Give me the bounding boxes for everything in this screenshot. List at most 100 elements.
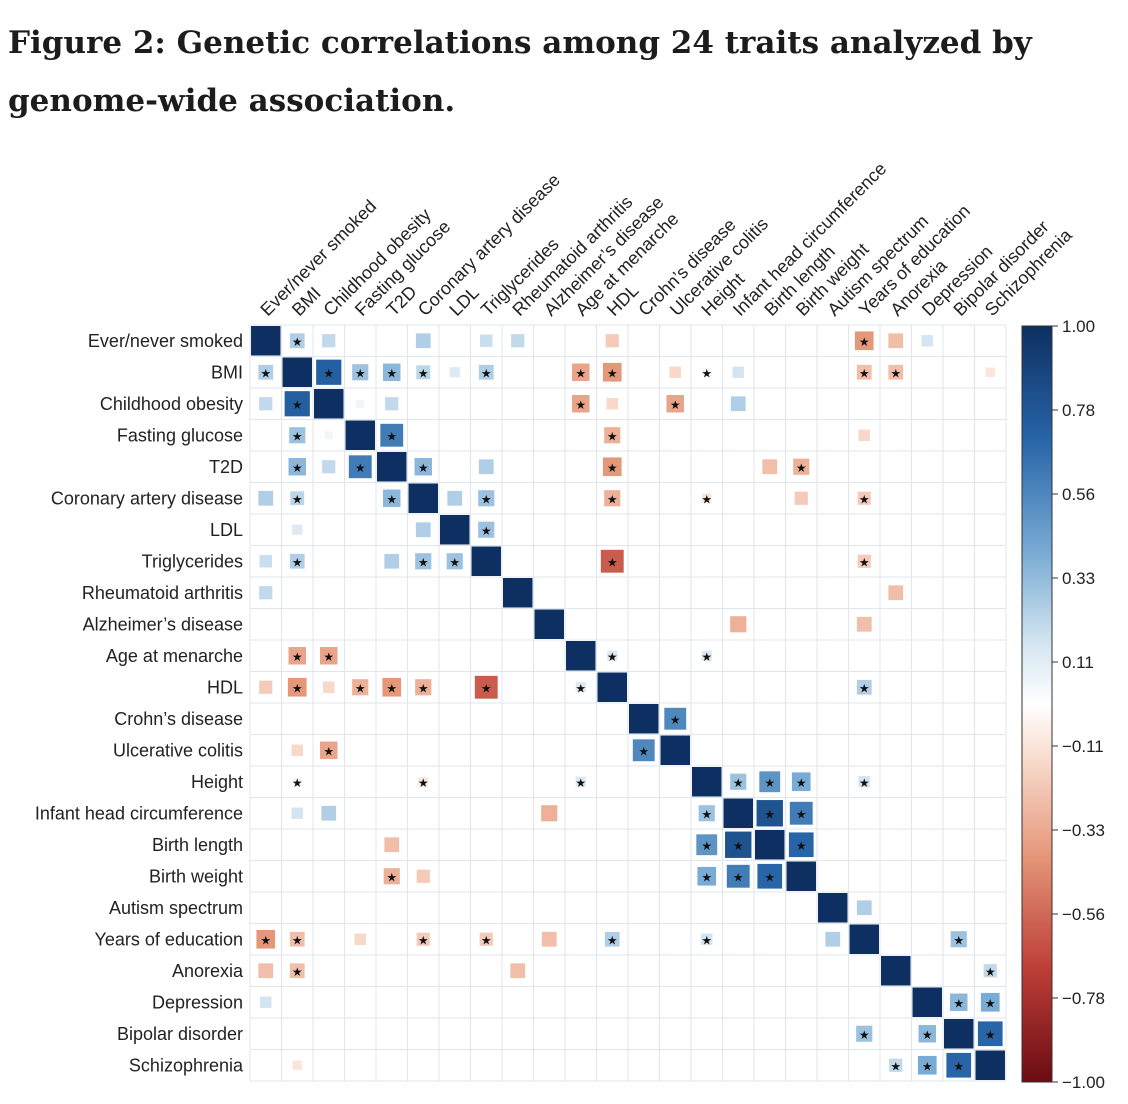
heatmap-cell <box>701 933 713 945</box>
significance-star: ★ <box>733 870 744 884</box>
heatmap-cell <box>416 932 430 946</box>
significance-star: ★ <box>481 933 492 947</box>
significance-star: ★ <box>701 933 712 947</box>
significance-star: ★ <box>796 776 807 790</box>
heatmap-cell <box>757 863 783 889</box>
heatmap-cell <box>858 429 870 441</box>
heatmap-cell <box>566 641 596 671</box>
significance-star: ★ <box>701 492 712 506</box>
significance-star: ★ <box>292 776 303 790</box>
heatmap-cell <box>292 1060 302 1070</box>
heatmap-cell <box>322 460 336 474</box>
heatmap-cell <box>575 682 586 693</box>
heatmap-cell <box>794 491 808 505</box>
row-label-bipolar-disorder: Bipolar disorder <box>117 1024 243 1044</box>
row-label-rheumatoid-arthritis: Rheumatoid arthritis <box>82 583 243 603</box>
colorbar-tick-label: 0.33 <box>1062 569 1095 588</box>
row-label-t2d: T2D <box>209 457 243 477</box>
heatmap-cell <box>289 427 306 444</box>
heatmap-cell <box>478 490 495 507</box>
heatmap-cell <box>888 364 904 380</box>
heatmap-cell <box>854 331 874 351</box>
significance-star: ★ <box>859 555 870 569</box>
heatmap-cell <box>575 776 586 787</box>
row-label-triglycerides: Triglycerides <box>142 551 243 571</box>
significance-star: ★ <box>418 776 429 790</box>
heatmap-cell <box>789 801 813 825</box>
row-label-years-of-education: Years of education <box>95 929 243 949</box>
heatmap-cell <box>415 522 431 538</box>
heatmap-cell <box>793 458 810 475</box>
heatmap-cell <box>356 399 365 408</box>
heatmap-cell <box>725 831 752 858</box>
significance-star: ★ <box>670 398 681 412</box>
heatmap-cell <box>692 767 722 797</box>
significance-star: ★ <box>292 429 303 443</box>
heatmap-cell <box>597 672 627 702</box>
heatmap-cell <box>382 677 402 697</box>
significance-star: ★ <box>386 429 397 443</box>
heatmap-cell <box>572 395 590 413</box>
significance-star: ★ <box>323 744 334 758</box>
heatmap-cell <box>669 366 681 378</box>
heatmap-cell <box>292 524 303 535</box>
heatmap-cell <box>888 585 904 601</box>
heatmap-cell <box>345 420 375 450</box>
significance-star: ★ <box>859 1028 870 1042</box>
colorbar: 1.00 0.78 0.56 0.33 0.11 −0.11 −0.33 −0.56 −0.78… <box>1021 317 1105 1092</box>
heatmap-cell <box>354 933 366 945</box>
heatmap-cell <box>384 553 400 569</box>
significance-star: ★ <box>292 555 303 569</box>
significance-star: ★ <box>355 366 366 380</box>
heatmap-cell <box>605 334 619 348</box>
significance-star: ★ <box>607 366 618 380</box>
heatmap-cell <box>534 609 564 639</box>
heatmap-cell <box>408 483 438 513</box>
heatmap-cell <box>258 963 274 979</box>
heatmap-cell <box>478 459 494 475</box>
heatmap-cell <box>440 515 470 545</box>
significance-star: ★ <box>418 555 429 569</box>
significance-star: ★ <box>890 366 901 380</box>
colorbar-tick-label: 0.56 <box>1062 485 1095 504</box>
heatmap-cell <box>291 807 303 819</box>
heatmap-cell <box>320 647 338 665</box>
colorbar-tick-label: −1.00 <box>1062 1073 1105 1092</box>
heatmap-cell <box>791 772 811 792</box>
heatmap-cell <box>660 735 690 765</box>
significance-star: ★ <box>701 366 712 380</box>
heatmap-cell <box>762 459 778 475</box>
significance-star: ★ <box>733 776 744 790</box>
heatmap-cell <box>418 777 428 787</box>
heatmap-cell <box>857 554 871 568</box>
heatmap-cell <box>449 367 460 378</box>
significance-star: ★ <box>796 807 807 821</box>
heatmap-cell <box>541 805 558 822</box>
significance-star: ★ <box>859 776 870 790</box>
heatmap-cell <box>383 489 401 507</box>
heatmap-cell <box>259 554 273 568</box>
heatmap-cell <box>697 866 717 886</box>
significance-star: ★ <box>575 681 586 695</box>
heatmap-cell <box>288 647 306 665</box>
heatmap-cell <box>474 675 498 699</box>
heatmap-cell <box>289 963 305 979</box>
heatmap-cell <box>856 900 872 916</box>
heatmap-cell <box>730 616 747 633</box>
heatmap-cell <box>352 364 369 381</box>
significance-star: ★ <box>922 1059 933 1073</box>
heatmap-cell <box>416 365 431 380</box>
row-label-birth-length: Birth length <box>152 835 243 855</box>
heatmap-cell <box>348 455 372 479</box>
heatmap-cell <box>322 334 336 348</box>
heatmap-cell <box>629 704 659 734</box>
heatmap-cell <box>572 363 590 381</box>
significance-star: ★ <box>386 681 397 695</box>
significance-star: ★ <box>481 524 492 538</box>
significance-star: ★ <box>386 492 397 506</box>
row-label-coronary-artery-disease: Coronary artery disease <box>51 488 243 508</box>
heatmap-cell <box>259 586 273 600</box>
heatmap-cell <box>857 491 871 505</box>
row-label-ldl: LDL <box>210 520 243 540</box>
